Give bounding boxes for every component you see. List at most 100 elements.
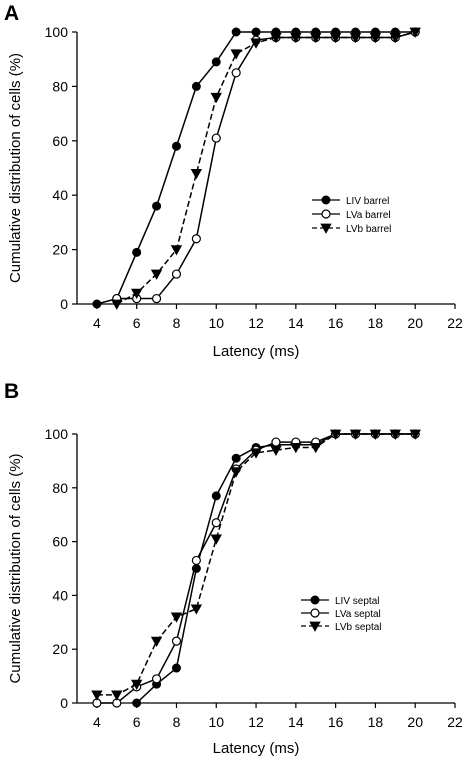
x-tick-label: 18: [368, 714, 384, 730]
y-tick-label: 60: [52, 133, 68, 149]
legend-label: LVa barrel: [346, 210, 391, 221]
data-point: [369, 33, 382, 44]
data-point: [132, 698, 142, 708]
x-axis-label: Latency (ms): [213, 343, 300, 360]
x-tick-label: 20: [407, 315, 423, 331]
data-point: [151, 674, 162, 684]
legend-label: LVb barrel: [346, 224, 391, 235]
x-axis-label: Latency (ms): [213, 740, 300, 757]
data-point: [349, 429, 362, 440]
series-line: [116, 31, 416, 305]
data-point: [389, 429, 401, 440]
data-point: [211, 491, 221, 501]
chart-panel-a: A 4 6 8 10 12 14 16 18 20 22 0 20 40 60 80 100 Latency (m…: [4, 2, 463, 360]
x-tick-label: 4: [93, 714, 101, 730]
series-lvb-barrel: [111, 27, 421, 310]
x-tick-label: 12: [248, 315, 264, 331]
data-point: [150, 636, 163, 647]
data-point: [329, 33, 342, 44]
data-point: [250, 448, 262, 459]
x-tick-label: 18: [368, 315, 384, 331]
x-tick-label: 14: [288, 714, 304, 730]
legend-label: LIV barrel: [346, 196, 389, 207]
x-tick-label: 10: [208, 714, 224, 730]
y-tick-label: 80: [52, 78, 68, 94]
legend-marker: [321, 195, 331, 205]
legend: LIV barrel LVa barrel LVb barrel: [312, 195, 391, 235]
x-tick-label: 8: [173, 714, 181, 730]
y-tick-label: 0: [60, 695, 68, 711]
data-point: [191, 81, 201, 91]
data-point: [329, 429, 342, 440]
series-line: [136, 433, 416, 704]
series-liv-septal: [132, 429, 420, 708]
data-point: [349, 33, 362, 44]
x-tick-label: 8: [173, 315, 181, 331]
y-tick-label: 0: [60, 296, 68, 312]
data-point: [211, 133, 221, 143]
data-point: [211, 518, 221, 528]
data-point: [111, 299, 123, 310]
data-point: [310, 443, 322, 454]
data-point: [150, 269, 163, 280]
legend-label: LVb septal: [335, 622, 382, 633]
data-point: [250, 38, 262, 49]
legend-marker: [321, 209, 331, 219]
y-tick-label: 60: [52, 534, 68, 550]
y-tick-label: 40: [52, 187, 68, 203]
data-point: [231, 27, 241, 37]
data-point: [111, 690, 123, 701]
data-point: [310, 33, 322, 44]
series-line: [116, 31, 416, 300]
legend-marker: [310, 595, 320, 605]
data-point: [170, 245, 183, 256]
data-point: [270, 445, 282, 456]
data-point: [171, 663, 181, 673]
data-point: [270, 33, 282, 44]
series-line: [96, 433, 416, 696]
x-tick-label: 6: [133, 315, 141, 331]
legend-label: LVa septal: [335, 609, 381, 620]
data-point: [210, 534, 222, 545]
data-point: [131, 288, 143, 299]
data-point: [170, 612, 183, 623]
data-point: [290, 33, 302, 44]
legend-marker: [310, 608, 320, 618]
data-point: [92, 299, 102, 309]
y-axis-label: Cumulative distribution of cells (%): [7, 453, 24, 683]
data-point: [132, 247, 142, 257]
data-point: [152, 201, 162, 211]
x-tick-label: 6: [133, 714, 141, 730]
data-point: [251, 27, 261, 37]
data-point: [409, 429, 421, 440]
legend-label: LIV septal: [335, 596, 379, 607]
y-tick-label: 20: [52, 242, 68, 258]
y-tick-label: 100: [45, 426, 69, 442]
data-point: [151, 293, 162, 304]
y-tick-label: 80: [52, 480, 68, 496]
chart-panel-b: B 4 6 8 10 12 14 16 18 20 22 0 20 40 60 80 100 Latency (m…: [4, 380, 463, 757]
data-point: [290, 443, 302, 454]
data-point: [230, 49, 242, 60]
y-axis-label: Cumulative distribution of cells (%): [7, 53, 24, 283]
x-tick-label: 4: [93, 315, 101, 331]
data-point: [191, 555, 201, 566]
data-point: [190, 604, 203, 615]
series-lvb-septal: [91, 429, 421, 701]
x-tick-label: 12: [248, 714, 264, 730]
x-tick-label: 10: [208, 315, 224, 331]
series-liv-barrel: [92, 27, 420, 309]
data-point: [271, 437, 281, 447]
legend-marker: [309, 621, 321, 632]
y-tick-label: 100: [45, 24, 69, 40]
x-tick-label: 22: [447, 315, 463, 331]
data-point: [409, 27, 421, 38]
data-point: [91, 690, 103, 701]
data-point: [389, 33, 401, 44]
data-point: [190, 169, 203, 180]
data-point: [211, 57, 221, 67]
y-tick-label: 20: [52, 641, 68, 657]
data-point: [171, 269, 182, 279]
panel-letter: B: [4, 380, 19, 403]
